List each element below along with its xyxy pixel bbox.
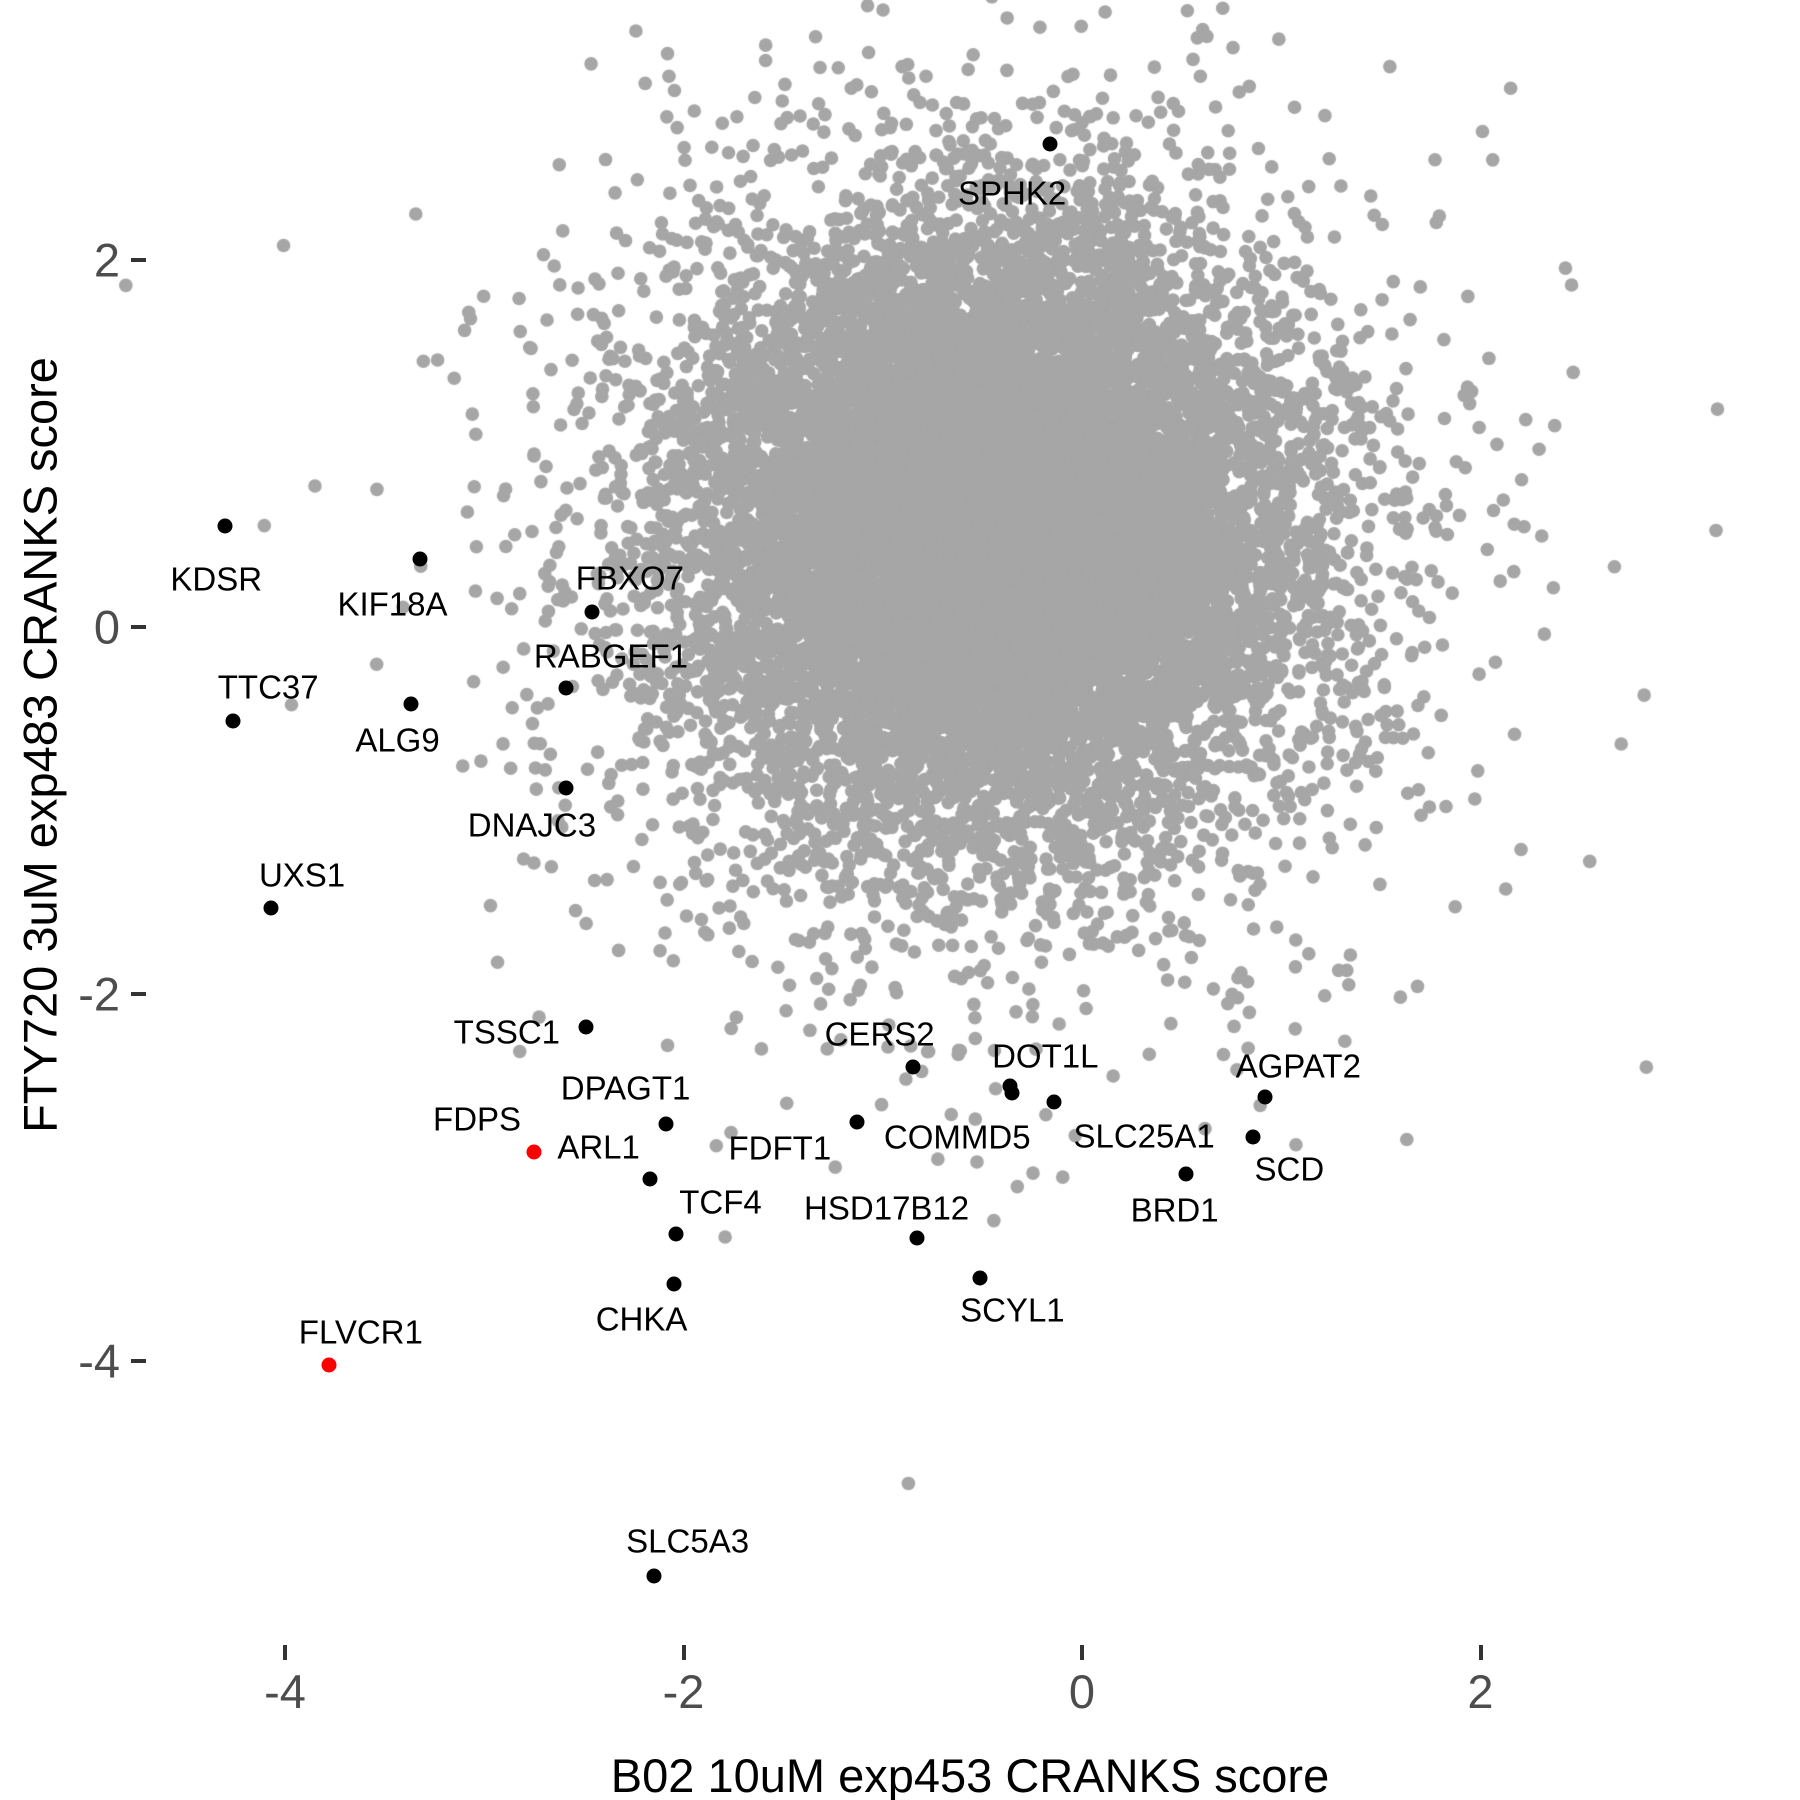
y-tick-mark-0 bbox=[131, 625, 146, 629]
gene-point-scd bbox=[1245, 1129, 1261, 1145]
x-tick-label--4: -4 bbox=[264, 1665, 306, 1718]
gene-point-fdft1 bbox=[849, 1114, 865, 1130]
gene-label-kdsr: KDSR bbox=[170, 560, 263, 598]
gene-label-fdps: FDPS bbox=[433, 1100, 522, 1138]
gene-label-uxs1: UXS1 bbox=[258, 856, 346, 894]
gene-label-chka: CHKA bbox=[595, 1300, 688, 1338]
y-tick-label--4: -4 bbox=[78, 1334, 120, 1388]
gene-point-ttc37 bbox=[225, 713, 241, 729]
gene-label-slc5a3: SLC5A3 bbox=[626, 1522, 750, 1560]
gene-label-alg9: ALG9 bbox=[355, 721, 440, 759]
y-tick-label--2: -2 bbox=[78, 967, 120, 1021]
gene-point-dnajc3 bbox=[558, 780, 574, 796]
x-tick-mark--4 bbox=[283, 1645, 287, 1660]
gene-point-sphk2 bbox=[1042, 136, 1058, 152]
gene-label-kif18a: KIF18A bbox=[337, 585, 448, 623]
y-axis-title: FTY720 3uM exp483 CRANKS score bbox=[13, 357, 67, 1133]
gene-label-cers2: CERS2 bbox=[824, 1015, 935, 1053]
gene-label-commd5: COMMD5 bbox=[883, 1118, 1031, 1156]
gene-point-brd1 bbox=[1178, 1166, 1194, 1182]
y-tick-mark-2 bbox=[131, 258, 146, 262]
gene-label-arl1: ARL1 bbox=[557, 1128, 640, 1166]
x-tick-label-2: 2 bbox=[1467, 1665, 1494, 1718]
gene-point-rabgef1 bbox=[558, 680, 574, 696]
x-tick-label-0: 0 bbox=[1068, 1665, 1096, 1718]
y-tick-label-2: 2 bbox=[93, 233, 120, 287]
gene-point-arl1 bbox=[642, 1171, 658, 1187]
gene-point-tcf4 bbox=[668, 1226, 684, 1242]
gene-point-tssc1 bbox=[578, 1019, 594, 1035]
gene-point-fdps bbox=[526, 1144, 542, 1160]
gene-label-rabgef1: RABGEF1 bbox=[533, 637, 688, 675]
gene-label-dot1l: DOT1L bbox=[992, 1037, 1099, 1075]
gene-label-slc25a1: SLC25A1 bbox=[1073, 1117, 1215, 1155]
gene-point-kdsr bbox=[217, 518, 233, 534]
gene-label-tssc1: TSSC1 bbox=[453, 1013, 561, 1051]
gene-point-chka bbox=[666, 1276, 682, 1292]
gene-point-hsd17b12 bbox=[909, 1230, 925, 1246]
gene-point-slc5a3 bbox=[646, 1568, 662, 1584]
x-axis-title: B02 10uM exp453 CRANKS score bbox=[610, 1749, 1330, 1800]
gene-label-hsd17b12: HSD17B12 bbox=[804, 1189, 970, 1227]
gene-point-dpagt1 bbox=[658, 1116, 674, 1132]
x-tick-mark--2 bbox=[681, 1645, 686, 1660]
y-tick-mark--2 bbox=[131, 992, 146, 996]
gene-label-brd1: BRD1 bbox=[1130, 1191, 1219, 1229]
gene-point-commd5 bbox=[1004, 1085, 1020, 1101]
gene-label-agpat2: AGPAT2 bbox=[1235, 1047, 1361, 1085]
gene-label-flvcr1: FLVCR1 bbox=[298, 1313, 423, 1351]
gene-point-cers2 bbox=[905, 1059, 921, 1075]
x-tick-mark-2 bbox=[1478, 1645, 1483, 1660]
gene-label-fdft1: FDFT1 bbox=[728, 1129, 832, 1167]
y-tick-mark--4 bbox=[131, 1359, 146, 1363]
gene-label-dpagt1: DPAGT1 bbox=[560, 1069, 691, 1107]
x-tick-label--2: -2 bbox=[662, 1665, 705, 1718]
x-tick-mark-0 bbox=[1080, 1645, 1084, 1660]
gene-point-agpat2 bbox=[1257, 1089, 1273, 1105]
gene-label-fbxo7: FBXO7 bbox=[575, 559, 684, 597]
gene-point-alg9 bbox=[403, 696, 419, 712]
gene-point-flvcr1 bbox=[321, 1357, 337, 1373]
gene-point-slc25a1 bbox=[1046, 1094, 1062, 1110]
gene-label-sphk2: SPHK2 bbox=[958, 174, 1067, 212]
gene-point-uxs1 bbox=[263, 900, 279, 916]
gene-point-kif18a bbox=[412, 551, 428, 567]
gene-label-scd: SCD bbox=[1254, 1150, 1325, 1188]
gene-label-scyl1: SCYL1 bbox=[960, 1291, 1065, 1329]
gene-label-ttc37: TTC37 bbox=[217, 668, 319, 706]
y-tick-label-0: 0 bbox=[93, 600, 120, 654]
gene-point-fbxo7 bbox=[584, 604, 600, 620]
gene-label-dnajc3: DNAJC3 bbox=[467, 806, 597, 844]
gene-point-scyl1 bbox=[972, 1270, 988, 1286]
gene-label-tcf4: TCF4 bbox=[679, 1183, 762, 1221]
